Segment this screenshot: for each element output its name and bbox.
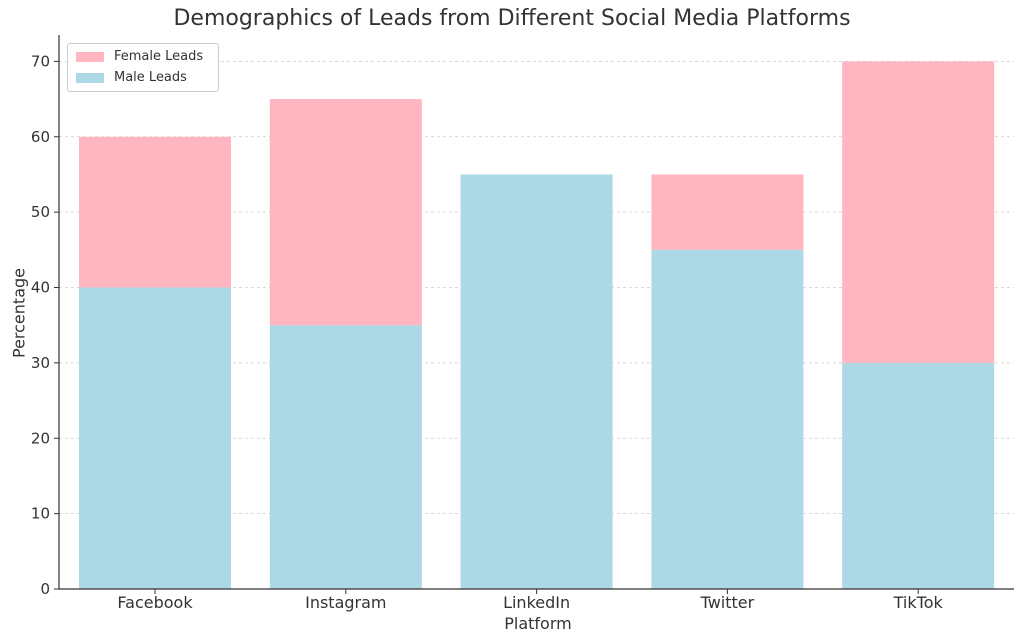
y-tick-label: 50 xyxy=(31,203,50,221)
x-axis-label: Platform xyxy=(504,614,572,633)
bar-male-instagram xyxy=(269,325,422,589)
bar-female-facebook xyxy=(79,136,231,288)
bar-male-twitter xyxy=(651,249,804,589)
y-tick-label: 0 xyxy=(40,580,50,598)
bars xyxy=(79,61,995,589)
y-tick-label: 20 xyxy=(31,429,50,447)
y-tick-label: 30 xyxy=(31,354,50,372)
x-tick-label: Twitter xyxy=(700,593,755,612)
y-tick-label: 70 xyxy=(31,52,50,70)
y-tick-label: 10 xyxy=(31,505,50,523)
bar-female-tiktok xyxy=(842,61,995,363)
legend-swatch-male xyxy=(76,72,104,83)
legend-label-male: Male Leads xyxy=(114,70,187,85)
legend-item-female: Female Leads xyxy=(76,49,203,64)
y-tick-label: 40 xyxy=(31,279,50,297)
chart-title: Demographics of Leads from Different Soc… xyxy=(173,6,851,31)
bar-male-facebook xyxy=(79,287,231,589)
bar-male-tiktok xyxy=(842,362,995,589)
bar-female-instagram xyxy=(269,99,422,326)
bar-female-twitter xyxy=(651,174,804,250)
x-tick-label: Facebook xyxy=(117,593,193,612)
x-tick-label: Instagram xyxy=(305,593,386,612)
legend-item-male: Male Leads xyxy=(76,70,187,85)
y-ticks: 0 10 20 30 40 50 60 70 xyxy=(31,52,59,598)
x-tick-label: LinkedIn xyxy=(503,593,570,612)
y-axis-label: Percentage xyxy=(9,267,29,359)
x-tick-label: TikTok xyxy=(893,593,944,612)
bar-male-linkedin xyxy=(460,174,613,589)
x-ticks: Facebook Instagram LinkedIn Twitter TikTok xyxy=(117,589,943,612)
legend: Female Leads Male Leads xyxy=(67,43,219,92)
y-tick-label: 60 xyxy=(31,128,50,146)
legend-label-female: Female Leads xyxy=(114,49,204,64)
legend-swatch-female xyxy=(76,51,104,62)
